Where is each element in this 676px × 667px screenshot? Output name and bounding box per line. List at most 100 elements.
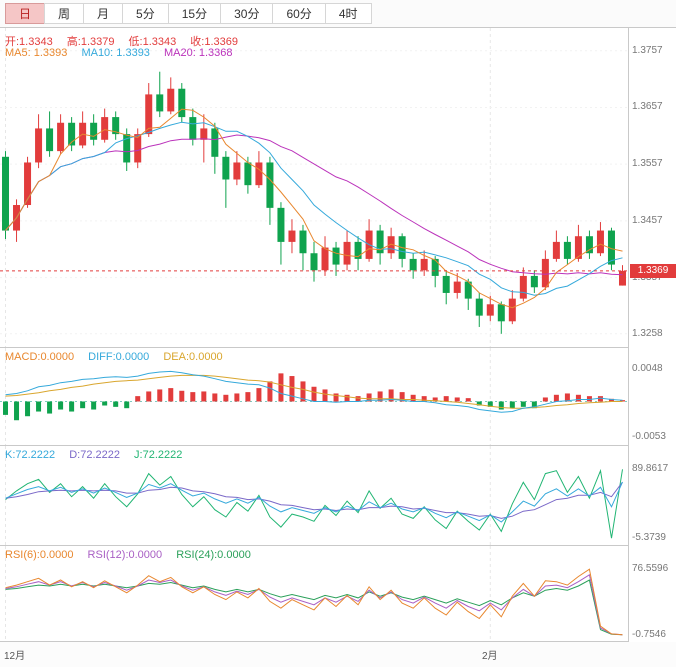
macd-bar [465, 398, 471, 402]
rsi-chart[interactable] [0, 546, 628, 641]
candle-up [541, 258, 549, 288]
tab-30min[interactable]: 30分 [220, 3, 274, 24]
macd-bar [289, 376, 295, 402]
macd-bar [135, 396, 141, 402]
candle-down [563, 241, 571, 259]
candle-down [189, 117, 197, 140]
candle-up [233, 162, 241, 180]
candle-up [57, 122, 65, 152]
macd-bar [25, 401, 31, 417]
ma20-value: MA20: 1.3368 [164, 47, 233, 59]
macd-chart[interactable] [0, 348, 628, 445]
macd-bar [190, 392, 196, 402]
high-value: 高:1.3379 [66, 36, 115, 48]
tab-5min[interactable]: 5分 [122, 3, 169, 24]
candle-up [552, 241, 560, 259]
macd-bar [575, 394, 581, 402]
tab-month[interactable]: 月 [83, 3, 124, 24]
candle-up [343, 241, 351, 265]
y-axis-label: -0.0053 [632, 430, 666, 442]
candle-down [475, 298, 483, 316]
candle-up [618, 270, 626, 286]
y-axis-label: 1.3557 [632, 158, 663, 170]
tab-60min[interactable]: 60分 [272, 3, 326, 24]
candle-up [420, 258, 428, 271]
candle-down [211, 128, 219, 157]
y-axis-label: 1.3457 [632, 214, 663, 226]
rsi12-value: RSI(12):0.0000 [87, 549, 163, 561]
candle-down [354, 241, 362, 259]
candle-down [431, 258, 439, 276]
macd-panel: MACD:0.0000 DIFF:0.0000 DEA:0.0000 [0, 348, 676, 446]
macd-bar [278, 373, 284, 402]
price-panel: 开:1.3343 高:1.3379 低:1.3343 收:1.3369 MA5:… [0, 28, 676, 348]
macd-bar [355, 396, 361, 402]
y-axis-label: -5.3739 [632, 532, 666, 544]
series-line [5, 468, 623, 539]
macd-bar [300, 381, 306, 402]
tab-week[interactable]: 周 [44, 3, 85, 24]
tab-4hour[interactable]: 4时 [324, 3, 372, 24]
macd-bar [47, 401, 53, 414]
time-axis-label: 2月 [482, 651, 498, 662]
candle-up [519, 275, 527, 299]
candle-up [145, 94, 153, 135]
macd-bar [311, 386, 317, 402]
candle-up [486, 304, 494, 316]
macd-bar [432, 397, 438, 402]
series-line [5, 481, 623, 523]
macd-bar [421, 396, 427, 402]
rsi-panel: RSI(6):0.0000 RSI(12):0.0000 RSI(24):0.0… [0, 546, 676, 642]
rsi6-value: RSI(6):0.0000 [5, 549, 74, 561]
candle-up [167, 88, 175, 112]
macd-bar [542, 397, 548, 402]
candle-down [277, 207, 285, 242]
low-value: 低:1.3343 [128, 36, 177, 48]
candle-down [332, 247, 340, 265]
candle-down [90, 122, 98, 140]
kdj-chart[interactable] [0, 446, 628, 545]
macd-header: MACD:0.0000 DIFF:0.0000 DEA:0.0000 [5, 351, 234, 363]
macd-bar [102, 401, 108, 406]
series-line [5, 573, 623, 636]
dea-value: DEA:0.0000 [163, 351, 223, 363]
macd-bar [597, 396, 603, 402]
macd-bar [333, 393, 339, 402]
macd-bar [608, 398, 614, 402]
macd-bar [322, 389, 328, 402]
ma5-value: MA5: 1.3393 [5, 47, 68, 59]
candle-up [596, 230, 604, 254]
period-toolbar: 日周月 5分 15分 30分 60分 4时 [0, 0, 676, 28]
candle-down [2, 156, 10, 231]
macd-bar [234, 393, 240, 402]
tab-15min[interactable]: 15分 [167, 3, 222, 24]
macd-bar [168, 388, 174, 402]
candle-down [409, 258, 417, 271]
y-axis-label: 89.8617 [632, 463, 669, 475]
candle-up [24, 162, 32, 206]
candle-up [453, 281, 461, 293]
macd-bar [520, 401, 526, 407]
y-axis: 1.37571.36571.35571.34571.33571.32581.33… [628, 28, 676, 642]
candle-down [376, 230, 384, 254]
candle-down [442, 275, 450, 293]
candle-down [530, 275, 538, 288]
candle-down [156, 94, 164, 112]
macd-bar [619, 400, 625, 402]
tab-day[interactable]: 日 [5, 3, 46, 24]
series-line [5, 568, 623, 636]
candle-down [112, 117, 120, 135]
price-chart[interactable] [0, 28, 628, 347]
macd-bar [14, 401, 20, 421]
macd-bar [245, 392, 251, 402]
kdj-header: K:72.2222 D:72.2222 J:72.2222 [5, 449, 193, 461]
macd-bar [212, 393, 218, 402]
macd-bar [80, 401, 86, 409]
y-axis-label: 1.3757 [632, 44, 663, 56]
macd-bar [399, 392, 405, 402]
candle-up [574, 236, 582, 259]
macd-bar [36, 401, 42, 412]
rsi-header: RSI(6):0.0000 RSI(12):0.0000 RSI(24):0.0… [5, 549, 262, 561]
series-line [5, 374, 623, 409]
